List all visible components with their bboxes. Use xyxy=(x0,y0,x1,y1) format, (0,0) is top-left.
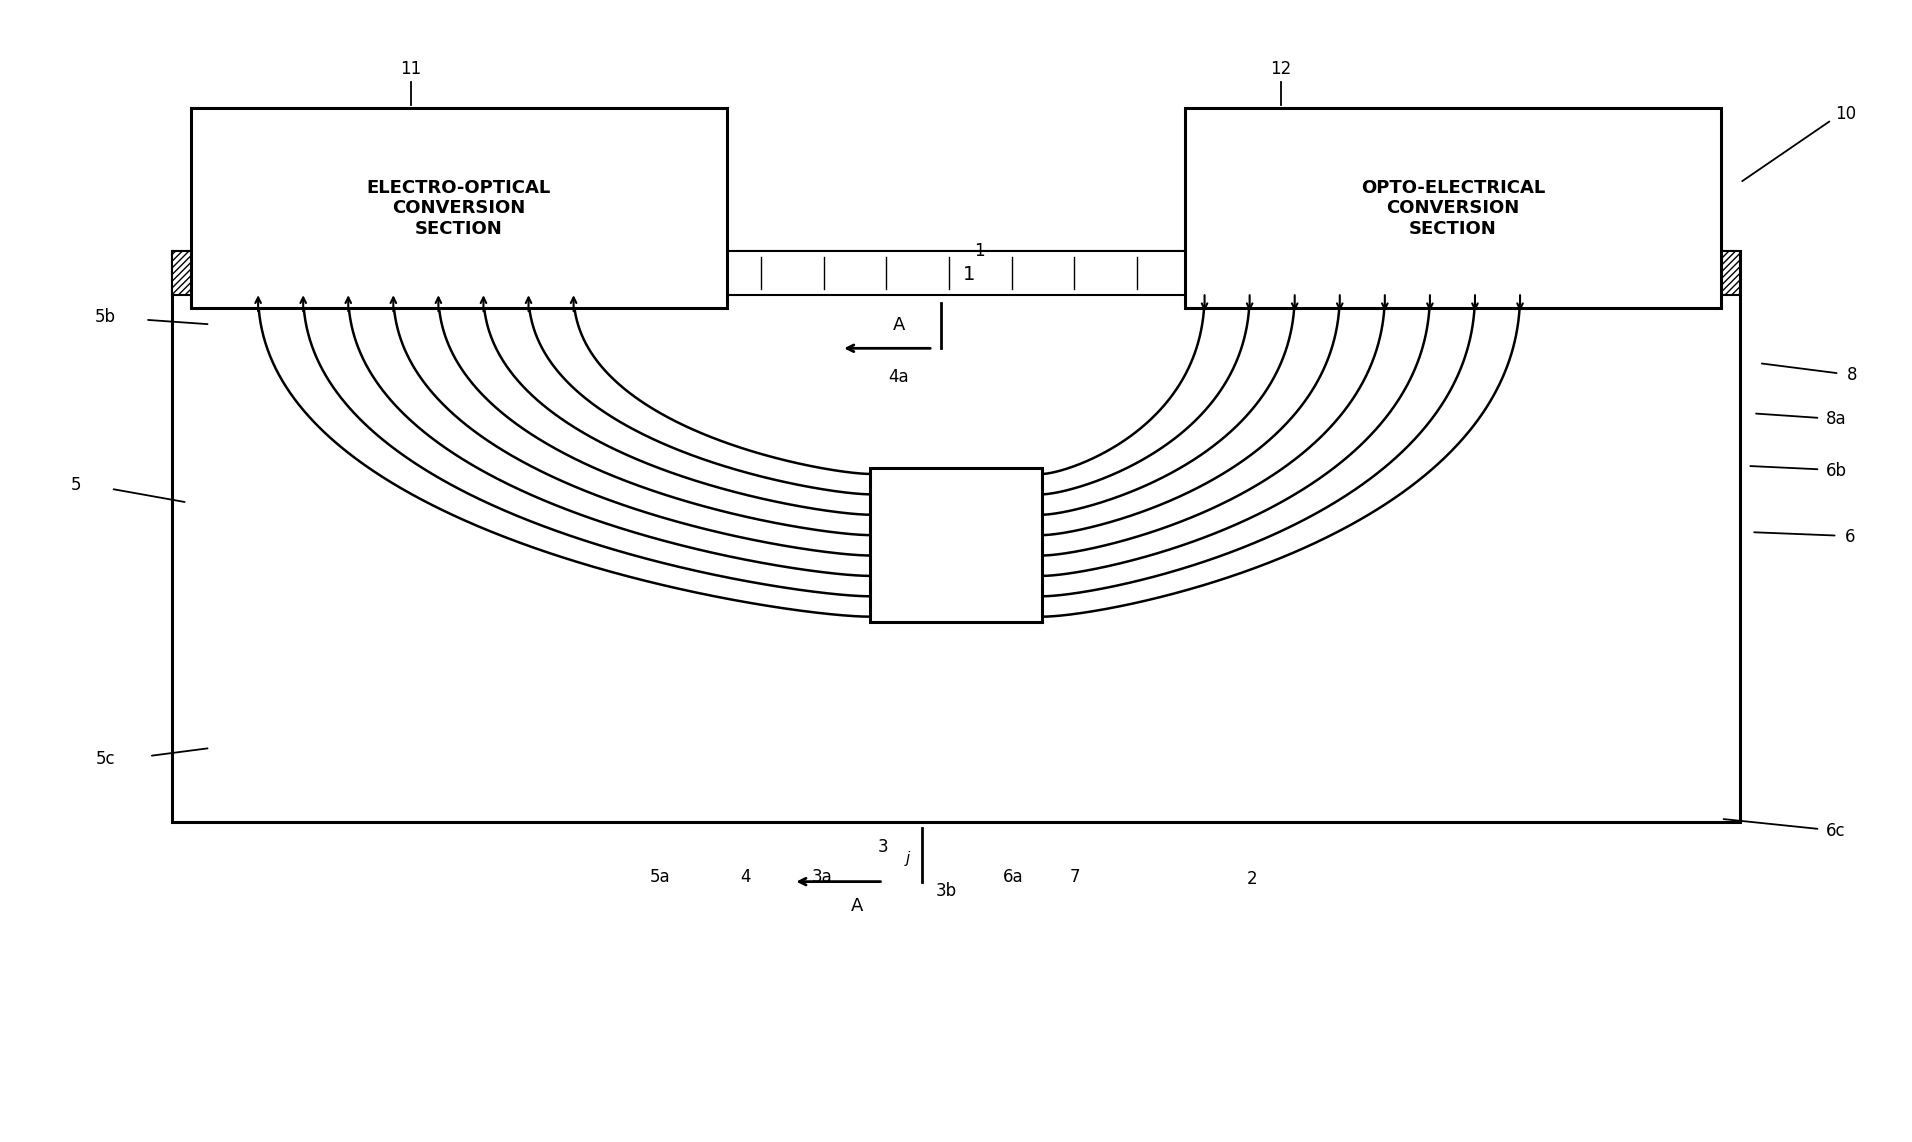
Text: 5b: 5b xyxy=(96,308,115,327)
Text: 8: 8 xyxy=(1847,365,1857,384)
Bar xyxy=(1300,251,1740,295)
Text: 10: 10 xyxy=(1836,105,1857,123)
Bar xyxy=(172,251,1740,822)
Bar xyxy=(509,279,535,292)
Text: 7: 7 xyxy=(1069,868,1080,886)
Bar xyxy=(296,279,323,292)
Bar xyxy=(254,279,281,292)
Text: 4a: 4a xyxy=(889,368,908,386)
Bar xyxy=(338,279,365,292)
Text: 6: 6 xyxy=(1845,528,1855,546)
Bar xyxy=(488,251,1300,295)
Bar xyxy=(1409,279,1436,292)
Text: A: A xyxy=(893,316,904,335)
Bar xyxy=(467,279,493,292)
Bar xyxy=(1365,279,1392,292)
Text: 3b: 3b xyxy=(935,882,958,900)
Text: 3: 3 xyxy=(878,838,889,856)
Bar xyxy=(1235,279,1262,292)
Bar xyxy=(551,279,577,292)
Text: 5a: 5a xyxy=(650,868,669,886)
Text: 1: 1 xyxy=(973,242,985,260)
Bar xyxy=(1323,279,1350,292)
Bar xyxy=(172,251,488,295)
Bar xyxy=(1497,279,1524,292)
Text: 12: 12 xyxy=(1270,59,1293,78)
Text: 11: 11 xyxy=(400,59,423,78)
Bar xyxy=(380,279,407,292)
Bar xyxy=(1185,108,1721,308)
Bar xyxy=(191,108,727,308)
Bar xyxy=(1453,279,1480,292)
Text: 6b: 6b xyxy=(1826,461,1847,480)
Text: 5c: 5c xyxy=(96,750,115,769)
Text: j: j xyxy=(906,851,910,867)
Text: 4: 4 xyxy=(740,868,751,886)
Bar xyxy=(424,279,451,292)
Text: ELECTRO-OPTICAL
CONVERSION
SECTION: ELECTRO-OPTICAL CONVERSION SECTION xyxy=(367,178,551,239)
Bar xyxy=(1191,279,1218,292)
Text: A: A xyxy=(851,896,862,915)
Text: 1: 1 xyxy=(964,265,975,283)
Bar xyxy=(1279,279,1306,292)
Text: 2: 2 xyxy=(1247,870,1258,888)
Text: 5: 5 xyxy=(71,476,82,494)
Text: 3a: 3a xyxy=(813,868,832,886)
Text: 8a: 8a xyxy=(1826,410,1847,428)
Text: 6c: 6c xyxy=(1826,822,1845,841)
Bar xyxy=(870,468,1042,622)
Text: OPTO-ELECTRICAL
CONVERSION
SECTION: OPTO-ELECTRICAL CONVERSION SECTION xyxy=(1361,178,1545,239)
Text: 6a: 6a xyxy=(1004,868,1023,886)
